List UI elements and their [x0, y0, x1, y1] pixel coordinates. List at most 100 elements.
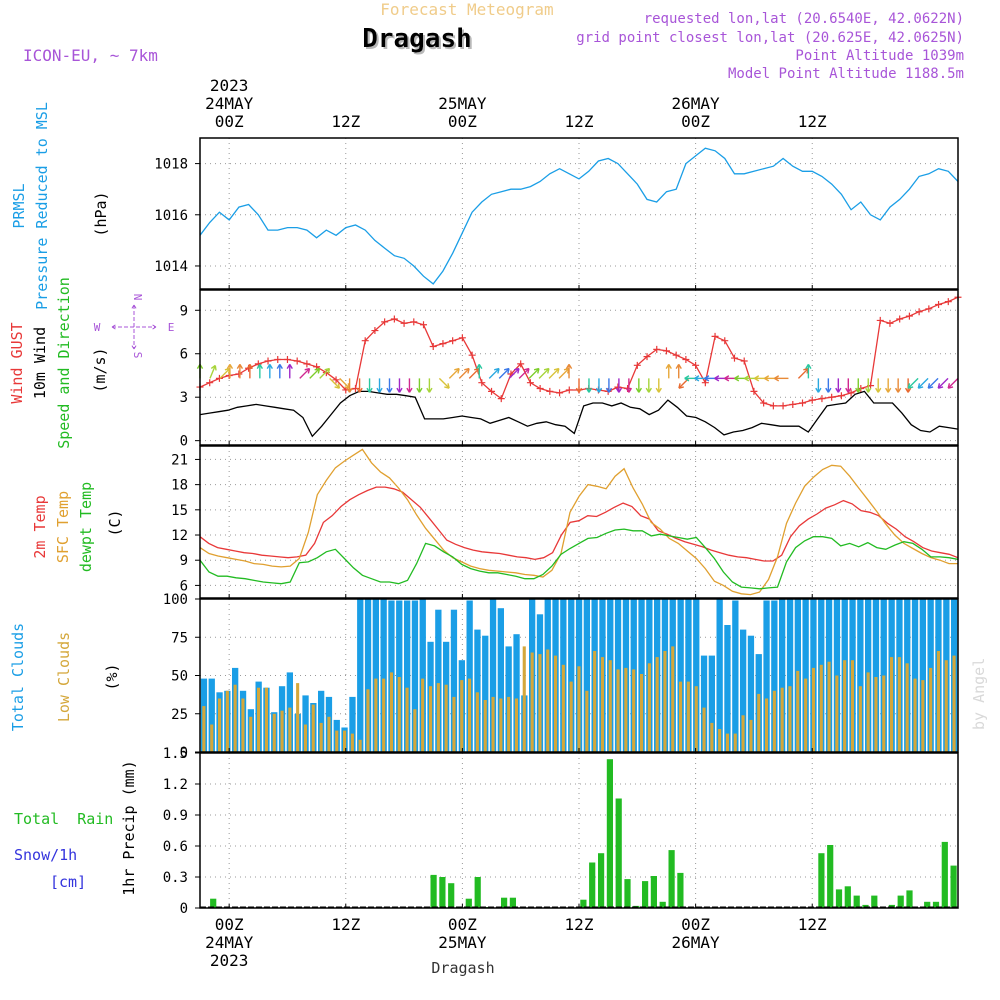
wind-label-1: Wind GUST: [8, 322, 26, 403]
series-line-prmsl: [199, 147, 959, 285]
series-line-2m-temp: [199, 486, 959, 562]
y-tick-label: 21: [171, 452, 188, 468]
bar-low-clouds: [499, 698, 503, 752]
bar-low-clouds: [225, 690, 229, 752]
bar-total-rain: [950, 865, 957, 908]
bar-low-clouds: [624, 667, 628, 752]
wind-label-3: Speed and Direction: [55, 277, 73, 449]
wind-arrow: [907, 377, 919, 389]
bar-total-clouds: [349, 696, 356, 752]
wind-arrow-head: [625, 387, 633, 393]
wind-arrow-head: [678, 383, 684, 389]
bar-total-rain: [589, 862, 596, 908]
y-tick-label: 50: [171, 669, 188, 685]
bar-low-clouds: [788, 686, 792, 752]
bar-low-clouds: [546, 649, 550, 752]
bar-total-clouds: [489, 599, 497, 752]
wind-arrow-head: [426, 387, 433, 393]
bar-low-clouds: [530, 652, 534, 752]
gust-marker: [458, 334, 466, 342]
wind-arrow-head: [226, 364, 234, 370]
bar-low-clouds: [593, 651, 597, 752]
bar-total-clouds: [583, 599, 590, 752]
wind-arrow-head: [665, 364, 672, 370]
wind-arrow-head: [615, 387, 623, 393]
bar-total-clouds: [716, 599, 723, 752]
bottom-time-label: 26MAY: [672, 933, 721, 952]
y-tick-label: 100: [163, 592, 188, 608]
bar-low-clouds: [835, 675, 839, 752]
bar-low-clouds: [757, 693, 761, 752]
wind-arrow-head: [494, 367, 500, 374]
bar-total-clouds: [700, 655, 708, 752]
gust-marker: [264, 357, 272, 365]
wind-arrow-head: [917, 383, 924, 389]
bar-low-clouds: [561, 664, 565, 752]
gust-marker: [935, 300, 943, 308]
gust-marker: [672, 351, 680, 359]
bar-low-clouds: [272, 713, 276, 753]
page-title: Dragash: [362, 24, 472, 54]
bar-low-clouds: [936, 651, 940, 752]
top-time-label: 00Z: [448, 112, 477, 131]
wind-arrow: [937, 377, 949, 389]
bar-low-clouds: [569, 681, 573, 752]
wind-arrow-head: [815, 387, 822, 393]
bar-low-clouds: [929, 667, 933, 752]
bar-total-clouds: [724, 625, 731, 752]
bar-low-clouds: [327, 716, 331, 752]
y-tick-label: 0: [180, 434, 188, 450]
wind-arrow-head: [513, 367, 520, 374]
y-tick-label: 1.2: [163, 777, 188, 793]
gust-marker: [818, 395, 826, 403]
wind-arrow-head: [704, 375, 710, 382]
wind-arrow-head: [346, 387, 353, 393]
wind-arrow-head: [476, 364, 483, 370]
bar-total-clouds: [450, 609, 458, 752]
wind-arrow: [508, 368, 520, 379]
bar-total-rain: [897, 895, 904, 908]
y-tick-label: 1014: [154, 259, 188, 275]
y-tick-label: 6: [180, 578, 188, 594]
bar-total-clouds: [568, 599, 575, 752]
bar-total-rain: [448, 883, 455, 908]
wind-arrow-head: [655, 387, 662, 393]
gust-marker: [915, 308, 923, 316]
wind-arrow-head: [605, 387, 613, 393]
gust-marker: [526, 379, 534, 387]
wind-arrow-head: [210, 364, 217, 371]
bar-total-rain: [615, 798, 622, 908]
bar-low-clouds: [358, 739, 362, 752]
bar-total-rain: [941, 841, 948, 908]
wind-arrow-head: [714, 375, 720, 382]
bar-low-clouds: [475, 692, 479, 752]
bar-total-rain: [871, 895, 878, 908]
wind-arrow: [947, 377, 959, 389]
bar-low-clouds: [616, 669, 620, 752]
bar-low-clouds: [718, 729, 722, 752]
bar-low-clouds: [796, 670, 800, 752]
bar-low-clouds: [554, 655, 558, 752]
bar-low-clouds: [413, 709, 417, 752]
bar-low-clouds: [382, 678, 386, 752]
pressure-labels: PRMSL Pressure Reduced to MSL (hPa): [10, 102, 110, 310]
y-tick-label: 9: [180, 553, 188, 569]
bar-total-clouds: [482, 635, 489, 752]
bar-low-clouds: [671, 646, 675, 752]
wind-arrow-head: [825, 387, 832, 393]
wind-arrow-head: [865, 387, 872, 393]
bar-total-clouds: [708, 655, 715, 752]
y-tick-label: 0.6: [163, 839, 188, 855]
bar-low-clouds: [460, 680, 464, 752]
bar-low-clouds: [257, 687, 261, 752]
top-time-label: 00Z: [681, 112, 710, 131]
bar-low-clouds: [952, 655, 956, 752]
bar-total-rain: [580, 899, 587, 908]
gust-marker: [925, 305, 933, 313]
wind-arrow-head: [835, 387, 842, 393]
wind-arrow: [797, 368, 809, 379]
wind-arrow: [458, 368, 470, 379]
bar-low-clouds: [702, 707, 706, 752]
wind-arrow-head: [236, 364, 244, 370]
wind-arrow-head: [635, 387, 643, 393]
